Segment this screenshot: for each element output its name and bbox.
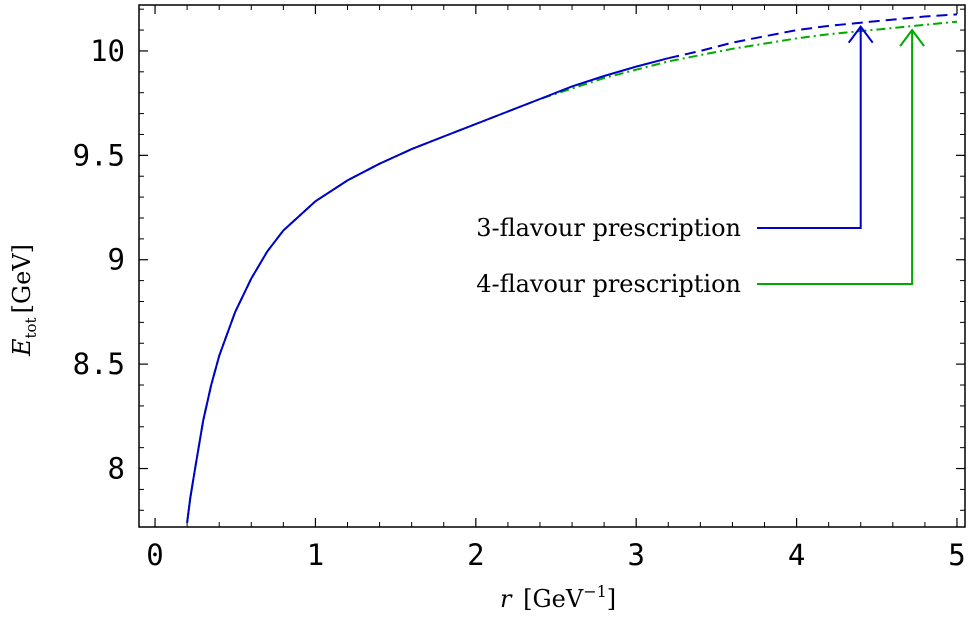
- y-tick-label: 9.5: [73, 138, 125, 172]
- legend-arrowhead: [847, 25, 874, 44]
- x-axis-title: r [GeV−1]: [500, 582, 616, 613]
- legend-label: 4-flavour prescription: [476, 270, 741, 298]
- series-3-flavour-solid: [186, 57, 669, 523]
- plot-frame: [138, 4, 966, 528]
- y-tick-label: 10: [90, 34, 125, 68]
- ticks-group: 0 1 2 3 4 5 8 8.5 9 9.5 10: [73, 5, 966, 572]
- legend-connector: [757, 30, 914, 285]
- series-3-flavour-dashed: [668, 13, 958, 60]
- x-tick-label: 2: [467, 538, 484, 572]
- y-tick-label: 8: [108, 452, 125, 486]
- legend-arrowhead: [899, 28, 925, 47]
- legend-layer: 3-flavour prescription 4-flavour prescrip…: [476, 25, 925, 298]
- legend-label: 3-flavour prescription: [476, 214, 741, 242]
- x-tick-label: 4: [788, 538, 805, 572]
- y-tick-label: 8.5: [73, 347, 125, 381]
- x-tick-label: 0: [146, 538, 163, 572]
- series-layer: [186, 13, 958, 523]
- y-axis-title: Etot[GeV]: [8, 244, 40, 357]
- x-tick-label: 5: [948, 538, 965, 572]
- y-tick-label: 9: [108, 243, 125, 277]
- legend-connector: [757, 26, 862, 229]
- series-4-flavour-dashdot: [190, 20, 958, 489]
- x-tick-label: 1: [307, 538, 324, 572]
- x-tick-label: 3: [627, 538, 644, 572]
